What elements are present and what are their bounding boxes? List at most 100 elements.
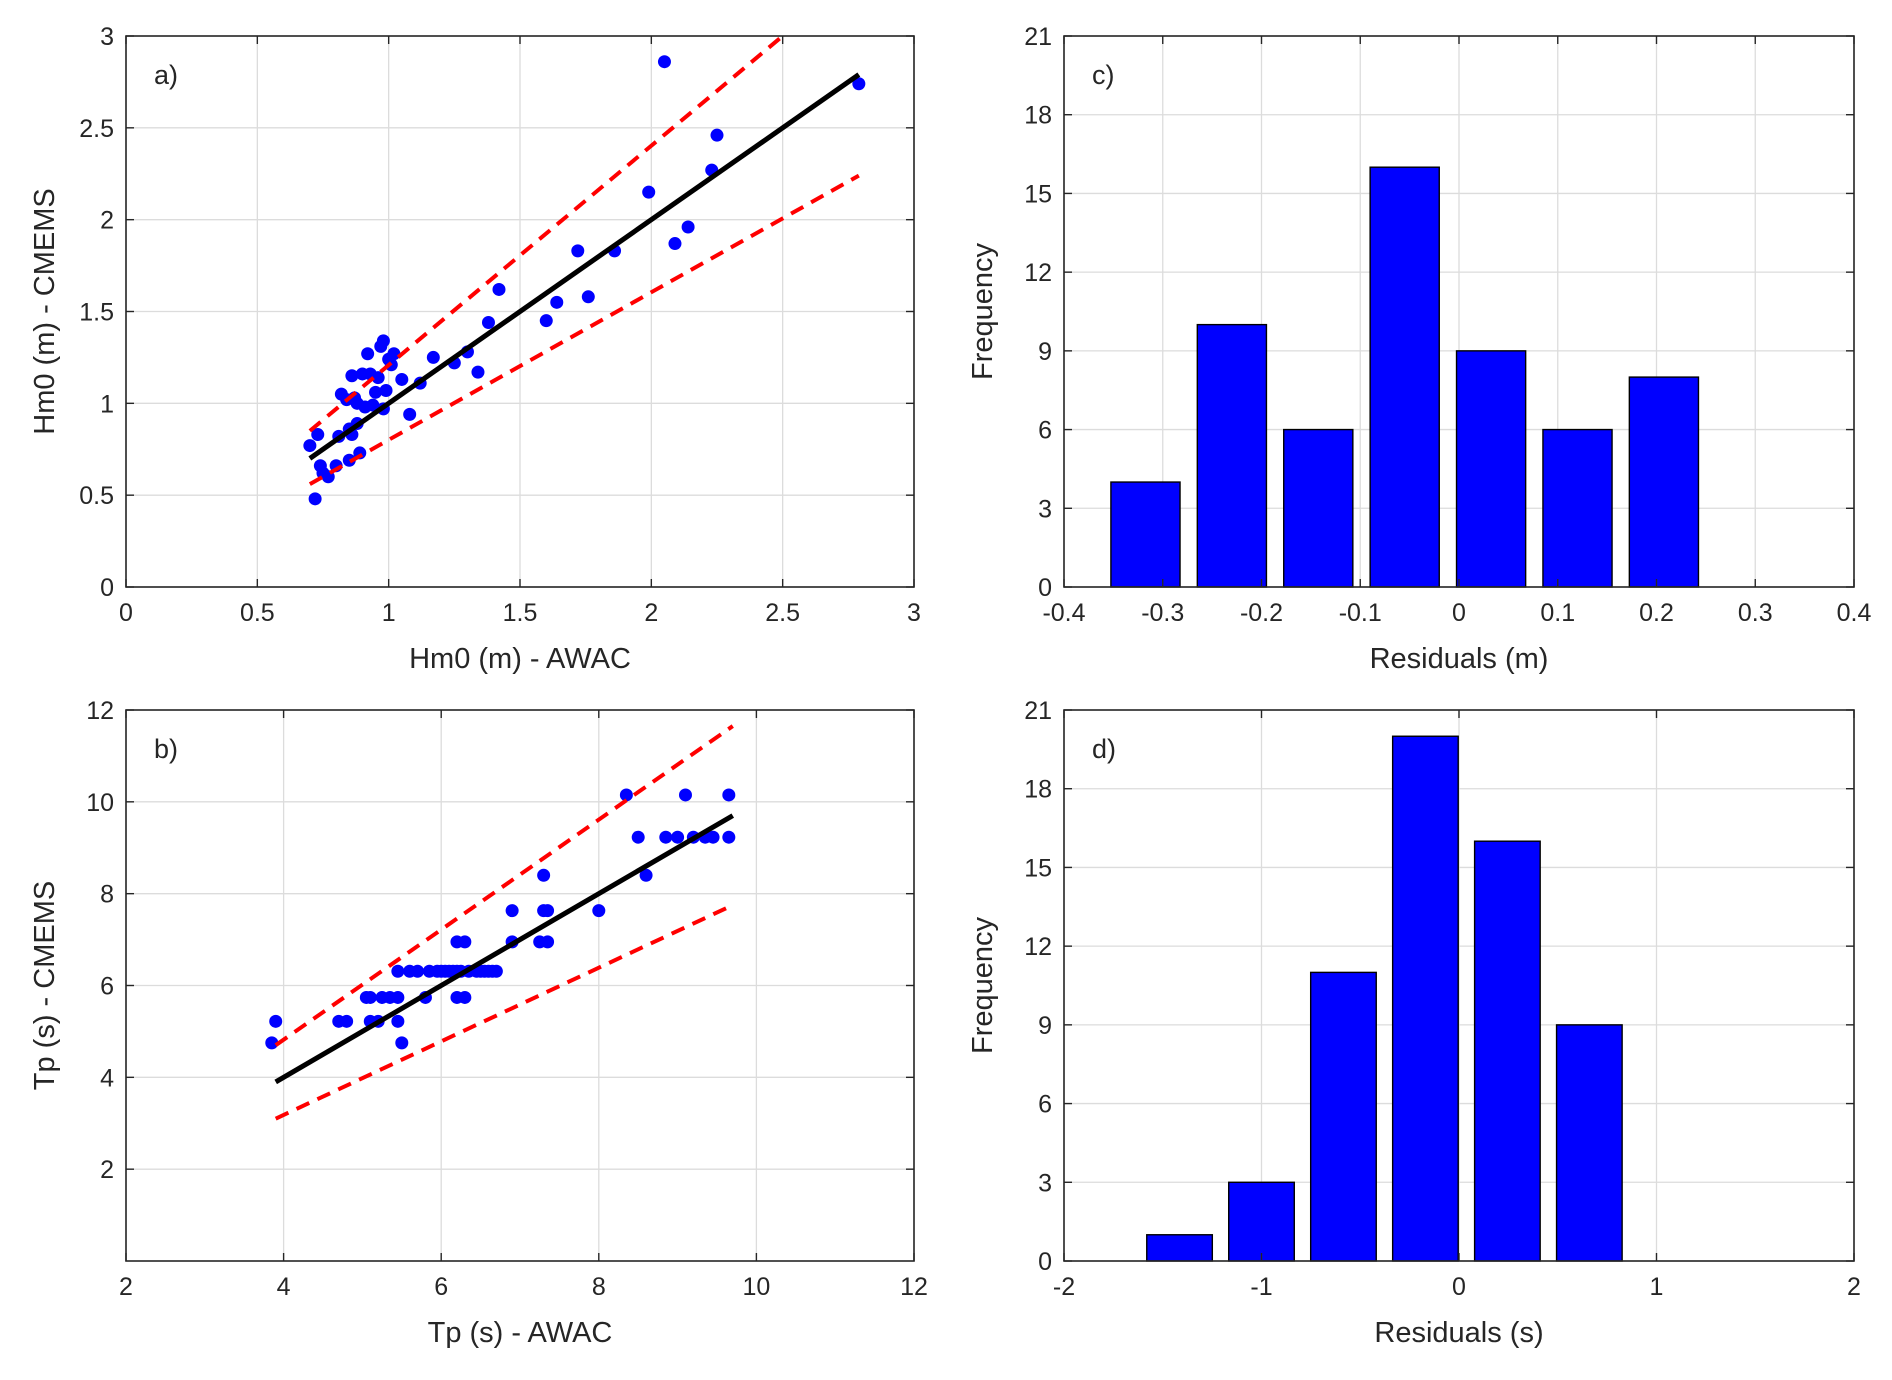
data-point — [481, 316, 495, 330]
data-point — [426, 350, 440, 364]
histogram-bar — [1628, 376, 1700, 588]
data-point — [379, 383, 393, 397]
y-tick-label: 9 — [1038, 338, 1052, 366]
x-tick-label: -0.1 — [1339, 599, 1382, 627]
y-axis-label: Frequency — [967, 916, 999, 1054]
data-point — [539, 314, 553, 328]
x-tick-label: 3 — [907, 599, 921, 627]
data-point — [537, 868, 551, 882]
y-tick-label: 21 — [1024, 697, 1052, 725]
x-tick-label: 6 — [434, 1273, 448, 1301]
data-point — [681, 220, 695, 234]
data-point — [376, 334, 390, 348]
data-point — [668, 237, 682, 251]
data-point — [852, 77, 866, 91]
histogram-bar — [1309, 971, 1377, 1262]
y-tick-label: 15 — [1024, 854, 1052, 882]
panel-label: c) — [1092, 60, 1115, 90]
y-tick-label: 0 — [100, 574, 114, 602]
data-point — [657, 55, 671, 69]
x-axis-label: Residuals (m) — [1370, 643, 1549, 675]
data-point — [710, 128, 724, 142]
data-point — [642, 185, 656, 199]
data-point — [541, 935, 555, 949]
y-tick-label: 18 — [1024, 102, 1052, 130]
data-point — [391, 990, 405, 1004]
y-tick-label: 9 — [1038, 1012, 1052, 1040]
chart-panel-b-tp-scatter: 2 4 6 8 10 12 2 4 6 8 10 12 b) Tp (s) - AWAC Tp (s)… — [29, 697, 928, 1349]
x-tick-label: 2 — [644, 599, 658, 627]
y-tick-label: 1 — [100, 390, 114, 418]
x-tick-label: 0.1 — [1540, 599, 1575, 627]
y-tick-label: 6 — [1038, 1091, 1052, 1119]
data-point — [722, 830, 736, 844]
x-tick-label: -0.3 — [1141, 599, 1184, 627]
histogram-bar — [1542, 428, 1613, 588]
data-point — [550, 295, 564, 309]
x-tick-label: 2 — [1847, 1273, 1861, 1301]
x-axis-label: Tp (s) - AWAC — [428, 1317, 613, 1349]
y-tick-label: 0 — [1038, 1248, 1052, 1276]
x-tick-label: 1 — [382, 599, 396, 627]
x-tick-label: 0.4 — [1837, 599, 1872, 627]
data-point — [639, 868, 653, 882]
data-point — [303, 439, 317, 453]
fit-line — [274, 813, 735, 1085]
lower-bound-line — [308, 173, 860, 486]
x-tick-label: 0.5 — [240, 599, 275, 627]
y-tick-label: 12 — [1024, 259, 1052, 287]
x-tick-label: 2 — [119, 1273, 133, 1301]
histogram-bar — [1391, 735, 1459, 1262]
data-point — [308, 492, 322, 506]
x-tick-label: -0.4 — [1042, 599, 1085, 627]
data-point — [387, 347, 401, 361]
y-tick-label: 3 — [100, 23, 114, 51]
x-tick-label: 2.5 — [765, 599, 800, 627]
x-tick-label: 1.5 — [503, 599, 538, 627]
data-point — [671, 830, 685, 844]
data-point — [571, 244, 585, 258]
y-tick-label: 12 — [1024, 933, 1052, 961]
y-tick-label: 15 — [1024, 180, 1052, 208]
data-point — [369, 385, 383, 399]
histogram-bar — [1228, 1181, 1295, 1262]
data-point — [345, 369, 359, 383]
data-point — [366, 398, 380, 412]
data-point — [340, 1014, 354, 1028]
data-point — [391, 964, 405, 978]
chart-panel-a-hm0-scatter: 0 0.5 1 1.5 2 2.5 3 0 0.5 1 1.5 2 2.5 3 a) Hm0 (m) - … — [29, 23, 921, 675]
data-point — [458, 935, 472, 949]
histogram-bar — [1196, 323, 1268, 588]
y-tick-label: 10 — [86, 789, 114, 817]
x-axis-label: Hm0 (m) - AWAC — [409, 643, 631, 675]
x-tick-label: 1 — [1650, 1273, 1664, 1301]
data-point — [471, 365, 485, 379]
data-point — [458, 990, 472, 1004]
data-point — [706, 830, 720, 844]
x-tick-label: -1 — [1250, 1273, 1272, 1301]
x-tick-label: 4 — [277, 1273, 291, 1301]
data-point — [678, 788, 692, 802]
y-tick-label: 3 — [1038, 495, 1052, 523]
y-tick-label: 6 — [100, 973, 114, 1001]
histogram-bar — [1369, 166, 1440, 588]
y-tick-label: 2.5 — [79, 115, 114, 143]
histogram-bar — [1110, 481, 1181, 588]
x-tick-label: 10 — [742, 1273, 770, 1301]
histogram-bar — [1473, 840, 1541, 1262]
x-tick-label: 0.3 — [1738, 599, 1773, 627]
data-point — [505, 904, 519, 918]
upper-bound-line — [274, 724, 734, 1047]
histogram-bar — [1455, 350, 1527, 588]
data-point — [311, 428, 325, 442]
data-point — [631, 830, 645, 844]
data-point — [363, 990, 377, 1004]
data-point — [269, 1014, 283, 1028]
data-point — [361, 347, 375, 361]
x-tick-label: 0 — [1452, 1273, 1466, 1301]
data-point — [492, 282, 506, 296]
y-tick-label: 8 — [100, 881, 114, 909]
panel-label: d) — [1092, 734, 1116, 764]
y-tick-label: 21 — [1024, 23, 1052, 51]
data-point — [659, 830, 673, 844]
